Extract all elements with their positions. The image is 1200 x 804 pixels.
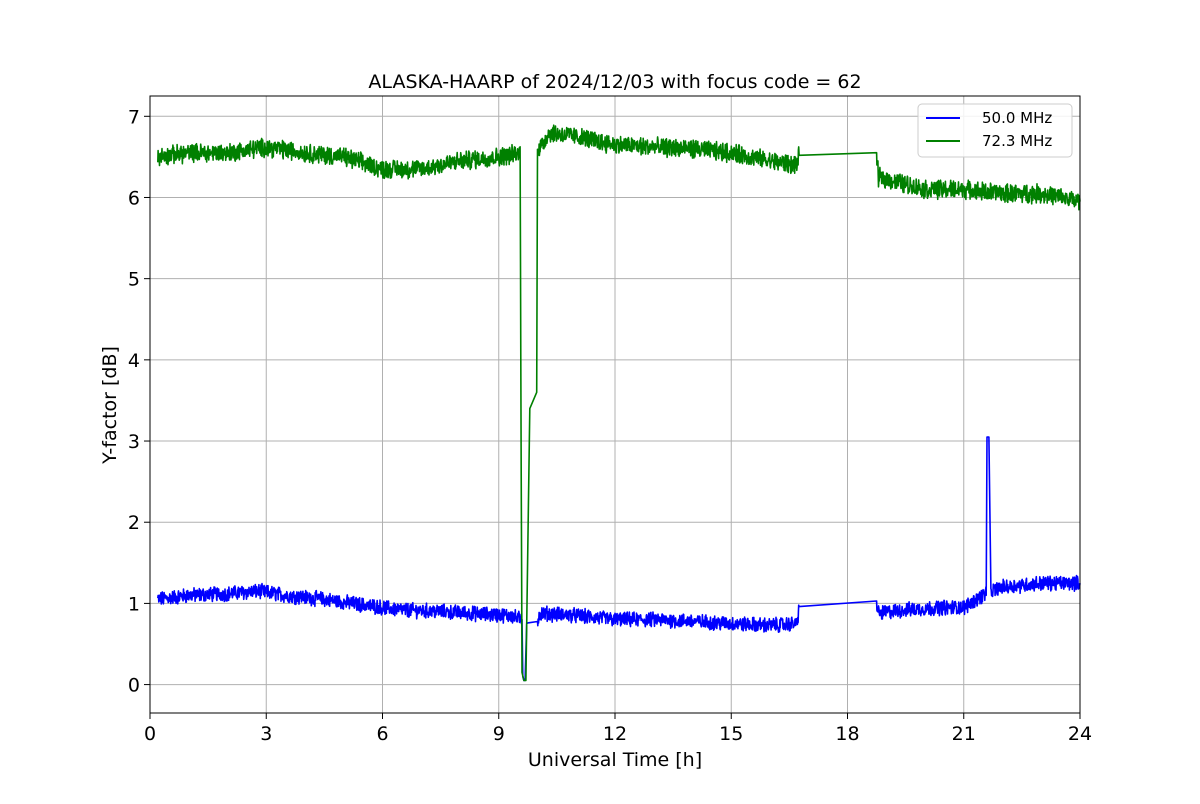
chart-title: ALASKA-HAARP of 2024/12/03 with focus co… [368,71,861,93]
series-line-0 [157,436,1081,682]
y-tick-label: 7 [128,106,140,128]
x-axis-title: Universal Time [h] [528,749,702,771]
x-tick-label: 6 [376,723,388,745]
x-tick-label: 9 [493,723,505,745]
x-tick-label: 3 [260,723,272,745]
y-tick-label: 2 [128,512,140,534]
series-line-1 [157,124,1081,682]
y-tick-label: 0 [128,675,140,697]
legend: 50.0 MHz 72.3 MHz [917,103,1073,158]
x-axis: 0 3 6 9 12 15 18 21 24 [144,713,1092,745]
y-axis-title: Y-factor [dB] [99,346,121,465]
y-tick-label: 1 [128,593,140,615]
x-tick-label: 24 [1068,723,1092,745]
series-layer [157,124,1081,682]
x-tick-label: 12 [603,723,627,745]
y-tick-label: 6 [128,187,140,209]
x-tick-label: 18 [835,723,859,745]
y-tick-label: 5 [128,269,140,291]
y-tick-label: 3 [128,431,140,453]
x-tick-label: 21 [952,723,976,745]
y-tick-label: 4 [128,350,140,372]
legend-label-72mhz: 72.3 MHz [982,132,1052,150]
y-axis: 0 1 2 3 4 5 6 7 [128,106,150,697]
x-tick-label: 15 [719,723,743,745]
x-tick-label: 0 [144,723,156,745]
legend-label-50mhz: 50.0 MHz [982,109,1052,127]
